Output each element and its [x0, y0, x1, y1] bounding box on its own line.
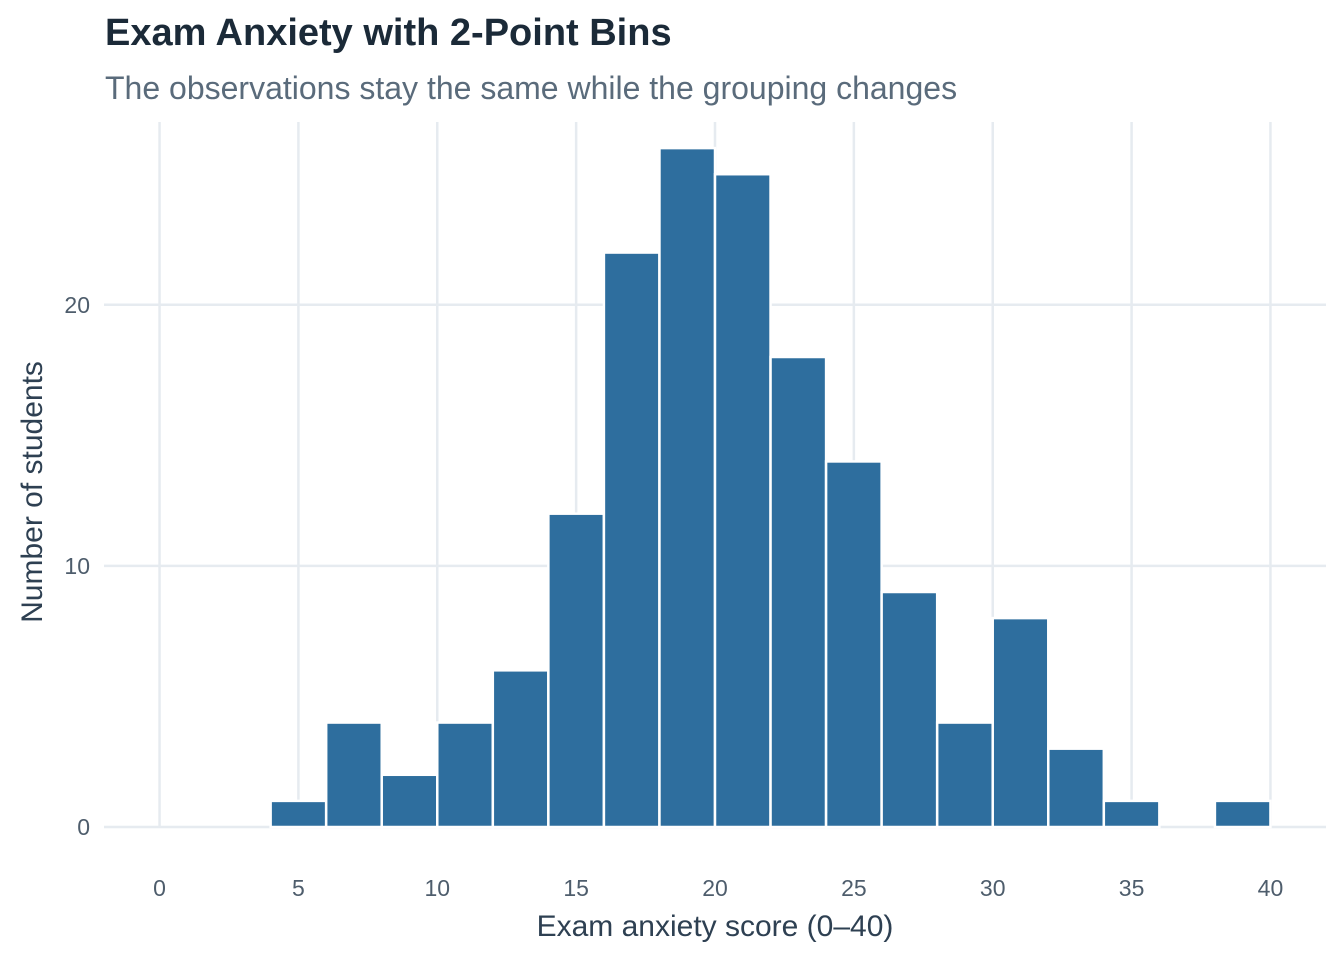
- histogram-bar: [1102, 799, 1161, 829]
- y-axis-title: Number of students: [16, 361, 49, 623]
- histogram-bar: [1213, 799, 1272, 829]
- histogram-bar: [436, 721, 495, 829]
- y-tick-labels: 0 10 20: [64, 292, 90, 840]
- histogram-bar: [658, 146, 717, 829]
- x-tick-label: 15: [563, 875, 589, 901]
- histogram-bar: [380, 773, 439, 829]
- histogram-bar: [491, 669, 550, 829]
- histogram-bar: [713, 172, 772, 829]
- histogram-bar: [602, 251, 661, 829]
- chart-title: Exam Anxiety with 2-Point Bins: [105, 12, 672, 54]
- x-tick-label: 20: [702, 875, 728, 901]
- chart-subtitle: The observations stay the same while the…: [105, 70, 958, 106]
- x-tick-label: 35: [1119, 875, 1145, 901]
- x-tick-label: 30: [980, 875, 1006, 901]
- histogram-bar: [991, 616, 1050, 829]
- histogram-bar: [880, 590, 939, 829]
- y-tick-label: 10: [64, 553, 90, 579]
- histogram-bar: [1047, 747, 1106, 829]
- y-tick-label: 20: [64, 292, 90, 318]
- histogram-bar: [824, 460, 883, 829]
- histogram-bar: [269, 799, 328, 829]
- y-tick-label: 0: [77, 814, 90, 840]
- x-tick-label: 0: [153, 875, 166, 901]
- x-tick-label: 25: [841, 875, 867, 901]
- x-tick-label: 5: [292, 875, 305, 901]
- x-tick-labels: 0 5 10 15 20 25 30 35 40: [153, 875, 1283, 901]
- x-tick-label: 40: [1258, 875, 1284, 901]
- x-axis-title: Exam anxiety score (0–40): [537, 910, 894, 943]
- histogram-bar: [935, 721, 994, 829]
- bar-layer: [269, 146, 1272, 829]
- histogram-bar: [769, 355, 828, 829]
- histogram-bar: [547, 512, 606, 829]
- histogram-bar: [324, 721, 383, 829]
- x-tick-label: 10: [424, 875, 450, 901]
